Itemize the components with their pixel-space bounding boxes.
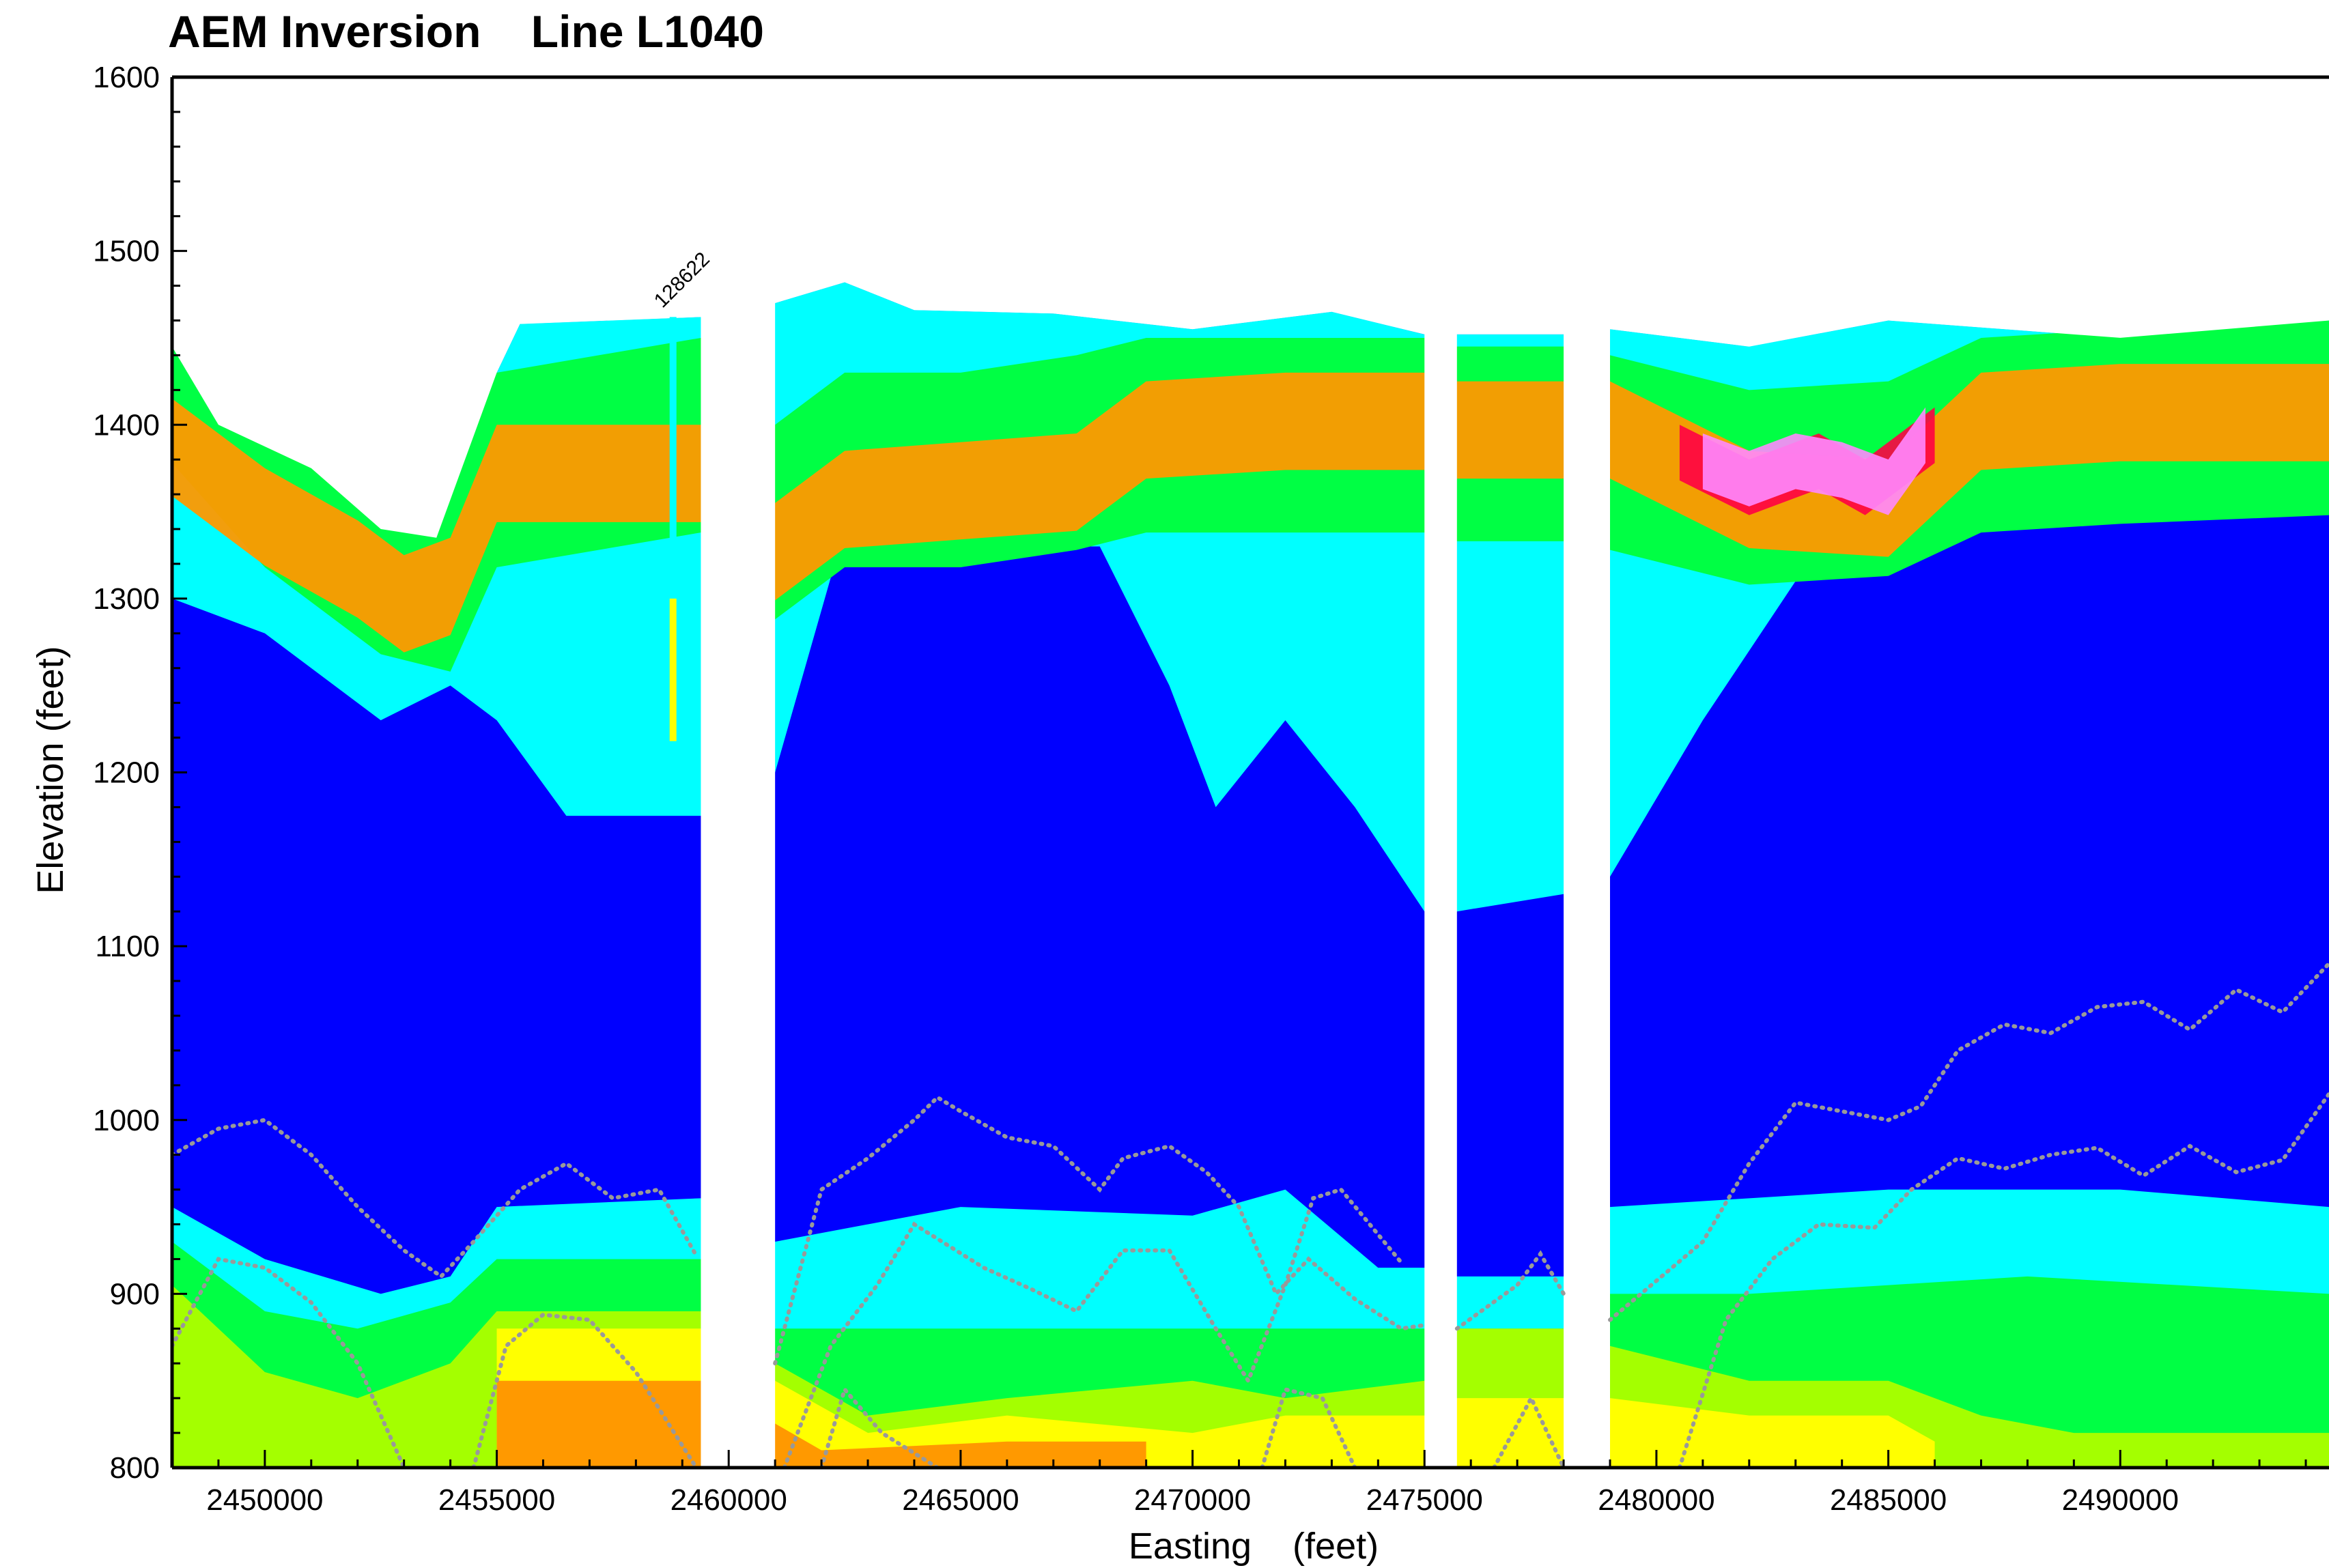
dotted-lines	[172, 961, 2329, 1468]
conductivity-layer	[496, 1380, 1146, 1468]
dotted-line	[471, 1312, 698, 1468]
well-log-lower	[669, 598, 677, 741]
dotted-line	[1608, 961, 2329, 1322]
dotted-line	[1677, 1092, 2329, 1468]
x-tick-label: 2460000	[671, 1483, 787, 1517]
x-tick-label: 2480000	[1598, 1483, 1714, 1517]
plot-area	[172, 268, 2329, 1468]
dotted-line	[1492, 1393, 1566, 1468]
well-log	[669, 317, 677, 741]
axes: 800 900 1000 1100 1200 1300 1400 1500 1600 245000…	[93, 61, 2329, 1517]
conductivity-layer	[1702, 407, 1925, 515]
y-tick-label: 1300	[93, 582, 160, 616]
dotted-line	[773, 1094, 1427, 1366]
y-tick-label: 1400	[93, 408, 160, 442]
x-tick-label: 2475000	[1366, 1483, 1483, 1517]
dotted-line	[1454, 1250, 1566, 1331]
sky-area	[172, 80, 2329, 538]
dotted-line	[819, 1385, 940, 1468]
dotted-line	[782, 1187, 1404, 1468]
x-tick-label: 2455000	[438, 1483, 555, 1517]
x-tick-label: 2490000	[2062, 1483, 2179, 1517]
x-tick-label: 2470000	[1134, 1483, 1251, 1517]
data-gaps	[172, 80, 2329, 1467]
y-tick-label: 1500	[93, 235, 160, 268]
dotted-line	[172, 1117, 698, 1279]
y-tick-label: 800	[110, 1451, 160, 1485]
x-tick-label: 2450000	[206, 1483, 323, 1517]
conductivity-layer	[172, 299, 2329, 556]
x-tick-label: 2465000	[902, 1483, 1019, 1517]
x-tick-label: 2485000	[1830, 1483, 1947, 1517]
y-tick-label: 1000	[93, 1104, 160, 1137]
chart-title: AEM Inversion Line L1040	[168, 6, 764, 57]
dotted-line	[172, 1257, 406, 1468]
y-tick-label: 1100	[95, 930, 160, 963]
y-tick-label: 1200	[93, 756, 160, 790]
x-axis-title: Easting (feet)	[1129, 1526, 1379, 1567]
y-tick-label: 1600	[93, 61, 160, 94]
y-axis-title: Elevation (feet)	[30, 646, 71, 894]
y-tick-label: 900	[110, 1277, 160, 1311]
dotted-line	[1260, 1386, 1357, 1468]
